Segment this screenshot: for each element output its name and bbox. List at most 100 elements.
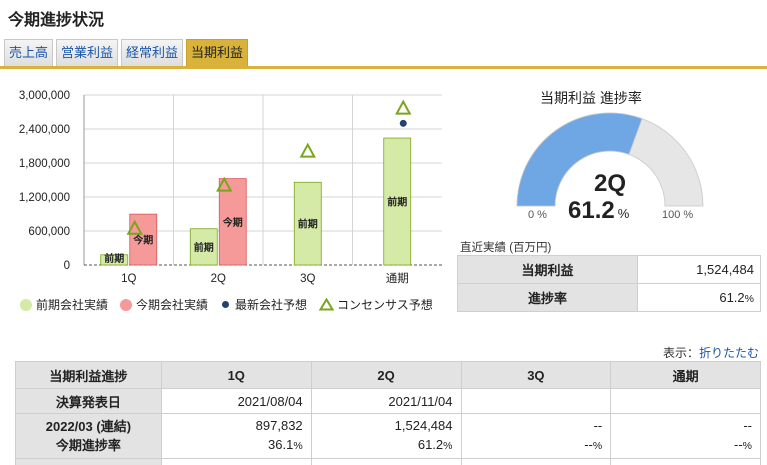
- progress-table: 当期利益進捗 1Q 2Q 3Q 通期 決算発表日 2021/08/04 2021…: [15, 361, 761, 465]
- recent-profit-value: 1,524,484: [637, 255, 761, 284]
- bar-curr: [129, 213, 158, 266]
- rate-2q-number: 61.2: [417, 437, 444, 452]
- rate-3q: --%: [470, 435, 603, 456]
- progress-cell-1q: 897,832 36.1%: [160, 413, 312, 459]
- tab-net-profit[interactable]: 当期利益: [186, 39, 249, 66]
- rate-3q-unit: %: [592, 440, 603, 452]
- recent-rate-number: 61.2: [719, 290, 745, 305]
- rate-full-year-unit: %: [742, 440, 752, 452]
- x-tick-label: 2Q: [211, 273, 226, 285]
- legend-item-forecast: 最新会社予想: [220, 296, 307, 313]
- y-tick-label: 600,000: [28, 226, 70, 238]
- legend-prev-swatch: [20, 298, 32, 311]
- gauge-value-unit: %: [617, 206, 630, 221]
- rate-1q-unit: %: [293, 440, 303, 452]
- consensus-marker: [299, 142, 316, 158]
- legend-prev-label: 前期会社実績: [36, 298, 109, 312]
- x-tick-label: 1Q: [121, 273, 136, 285]
- y-tick-label: 3,000,000: [19, 90, 70, 102]
- consensus-marker: [216, 176, 233, 192]
- recent-row-profit: 当期利益 1,524,484: [457, 255, 761, 284]
- consensus-marker: [395, 99, 412, 115]
- y-tick-label: 2,400,000: [19, 124, 70, 136]
- rate-1q: 36.1%: [170, 435, 303, 456]
- table-row-cut-full-year: [610, 458, 761, 465]
- header-title: 当期利益進捗: [15, 361, 162, 389]
- bar-prev-label: 前期: [194, 241, 214, 254]
- tab-sales[interactable]: 売上高: [4, 39, 54, 66]
- gauge-value: 61.2%: [568, 197, 629, 225]
- bar-curr: [218, 178, 247, 266]
- legend-item-consensus: コンセンサス予想: [319, 296, 433, 313]
- triangle-icon: [319, 298, 335, 311]
- bar-prev: [293, 181, 322, 266]
- progress-cell-2q: 1,524,484 61.2%: [310, 413, 462, 459]
- table-row-cut-3q: [460, 458, 612, 465]
- progress-cell-3q: -- --%: [460, 413, 612, 459]
- recent-profit-label: 当期利益: [457, 255, 638, 284]
- gauge-fill: [516, 112, 643, 207]
- header-1q: 1Q: [160, 361, 312, 389]
- y-tick-label: 0: [64, 260, 70, 272]
- y-tick-label: 1,200,000: [19, 192, 70, 204]
- rate-full-year: --%: [619, 435, 752, 456]
- rate-3q-number: --: [584, 437, 593, 452]
- forecast-point: [399, 119, 407, 127]
- bar-prev-label: 前期: [104, 252, 124, 265]
- value-1q: 897,832: [255, 418, 303, 433]
- gauge-max-label: 100 %: [662, 209, 694, 221]
- gauge-quarter: 2Q: [593, 170, 626, 197]
- x-tick-label: 3Q: [300, 273, 315, 285]
- recent-row-rate: 進捗率 61.2%: [457, 283, 761, 312]
- bar-prev: [383, 137, 412, 266]
- recent-results-table: 当期利益 1,524,484 進捗率 61.2%: [457, 255, 761, 312]
- gauge-title: 当期利益 進捗率: [540, 90, 642, 106]
- announce-date-1q: 2021/08/04: [160, 388, 312, 414]
- value-3q: --: [593, 418, 603, 433]
- legend-item-curr: 今期会社実績: [120, 296, 208, 313]
- table-row: [15, 458, 761, 465]
- progress-bar-chart: 3,000,000 2,400,000 1,800,000 1,200,000 600,…: [19, 90, 442, 285]
- bar-prev: [100, 254, 129, 266]
- bar-prev-label: 前期: [298, 218, 318, 231]
- progress-cell-full-year: -- --%: [610, 413, 761, 459]
- rate-2q: 61.2%: [320, 435, 453, 456]
- recent-results-caption: 直近実績 (百万円): [460, 242, 552, 254]
- value-full-year: --: [743, 418, 752, 433]
- header-3q: 3Q: [460, 361, 612, 389]
- legend-consensus-label: コンセンサス予想: [337, 298, 433, 312]
- announce-date-full-year: [610, 388, 761, 414]
- collapse-link[interactable]: 折りたたむ: [698, 346, 759, 360]
- consensus-marker: [126, 219, 143, 235]
- gauge-value-number: 61.2: [568, 197, 615, 224]
- progress-gauge: [516, 112, 704, 207]
- gauge-min-label: 0 %: [528, 209, 547, 221]
- tab-operating-profit[interactable]: 営業利益: [56, 39, 119, 66]
- header-2q: 2Q: [310, 361, 462, 389]
- table-row-cut-2q: [310, 458, 462, 465]
- bar-curr-label: 今期: [222, 216, 243, 229]
- tab-underline: [0, 66, 767, 69]
- period-label: 2022/03 (連結): [45, 419, 132, 434]
- header-full-year: 通期: [610, 361, 761, 389]
- announce-date-3q: [460, 388, 612, 414]
- metric-tabs: 売上高 営業利益 経常利益 当期利益: [4, 39, 249, 66]
- legend-forecast-dot: [222, 301, 230, 308]
- bar-prev: [189, 228, 218, 266]
- chart-legend: 前期会社実績 今期会社実績 最新会社予想 コンセンサス予想: [20, 296, 445, 313]
- value-2q: 1,524,484: [394, 418, 453, 433]
- recent-profit-number: 1,524,484: [696, 262, 754, 277]
- bar-curr-label: 今期: [132, 234, 153, 247]
- y-tick-label: 1,800,000: [19, 158, 70, 170]
- progress-table-header: 当期利益進捗 1Q 2Q 3Q 通期: [15, 361, 761, 389]
- tab-ordinary-profit[interactable]: 経常利益: [121, 39, 184, 66]
- legend-curr-label: 今期会社実績: [136, 298, 209, 312]
- table-row: 決算発表日 2021/08/04 2021/11/04: [15, 388, 761, 414]
- legend-item-prev: 前期会社実績: [20, 296, 108, 313]
- table-row-cut-head: [15, 458, 162, 465]
- rate-full-year-number: --: [733, 437, 743, 452]
- page-title: 今期進捗状況: [8, 12, 105, 29]
- rate-1q-number: 36.1: [268, 437, 294, 452]
- rate-2q-unit: %: [443, 440, 453, 452]
- display-label: 表示：: [662, 346, 699, 360]
